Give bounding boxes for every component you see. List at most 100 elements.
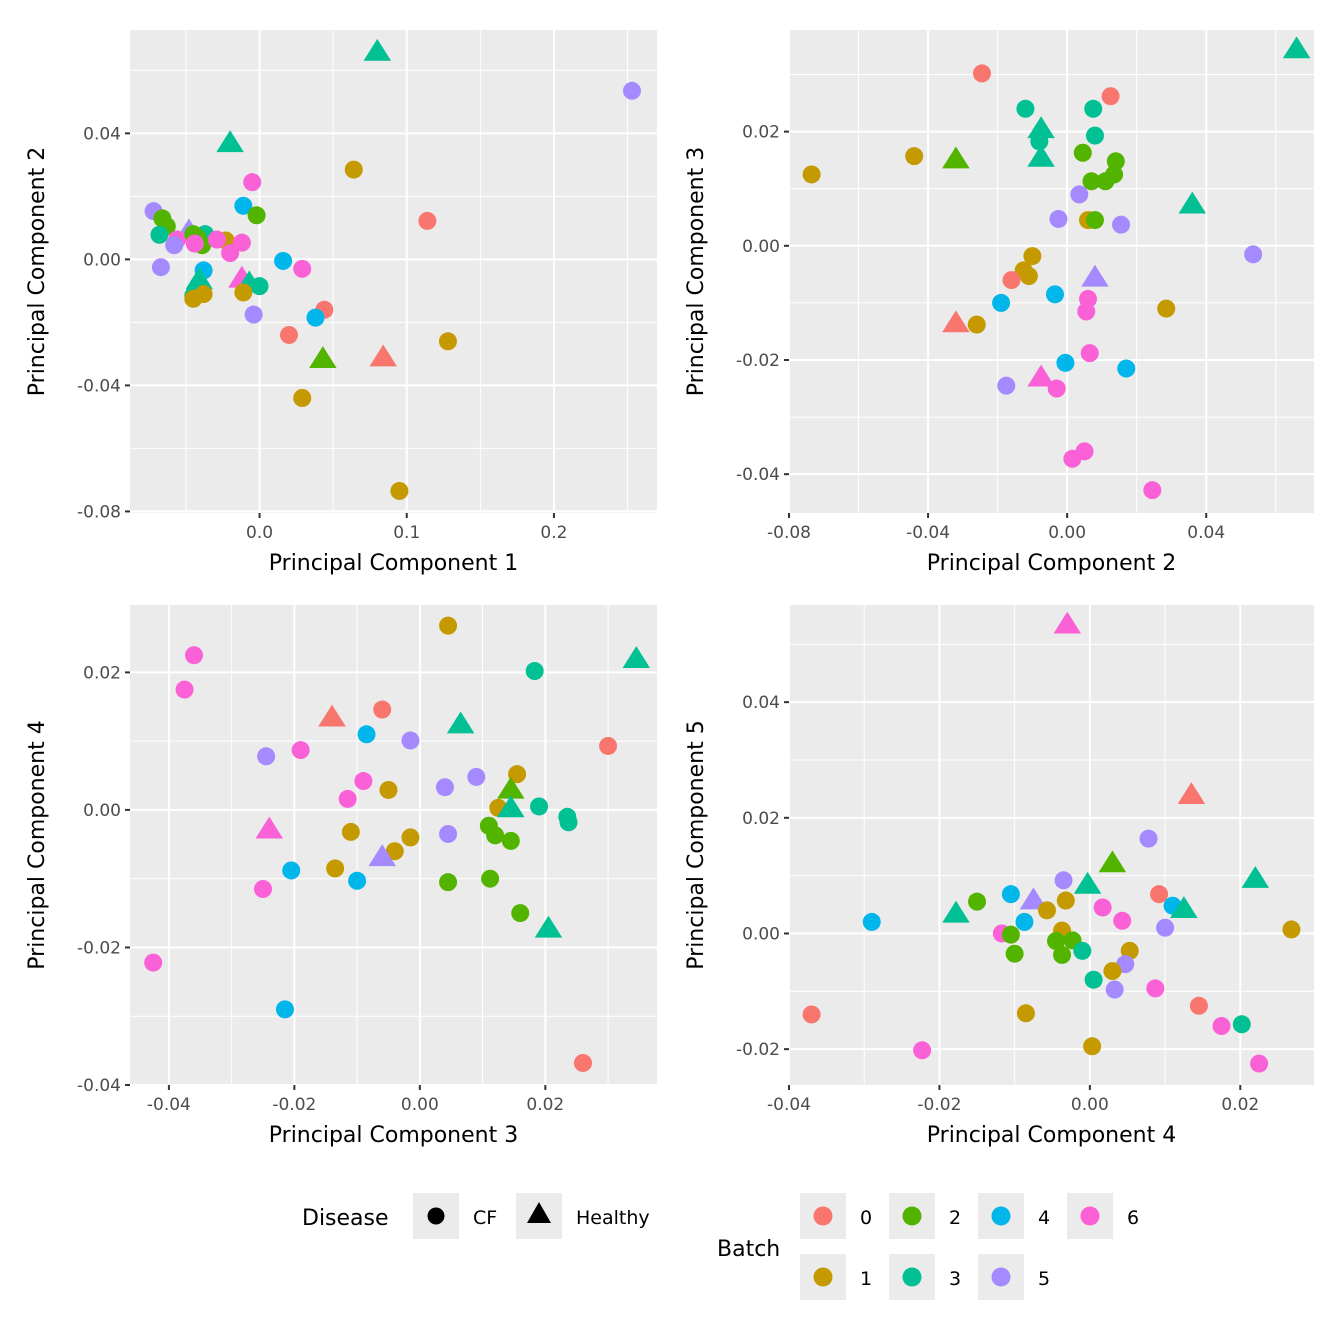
- legend-batch-2-label: 2: [949, 1207, 961, 1229]
- data-point-circle: [913, 1041, 932, 1060]
- data-point-circle: [184, 646, 203, 665]
- data-point-circle: [802, 1005, 821, 1024]
- data-point-circle: [1112, 215, 1131, 234]
- data-point-circle: [344, 160, 363, 179]
- data-point-circle: [418, 211, 437, 230]
- data-point-circle: [385, 842, 404, 861]
- x-tick-label: -0.04: [906, 523, 950, 543]
- legend-batch-6-label: 6: [1127, 1207, 1139, 1229]
- data-point-circle: [862, 912, 881, 931]
- data-point-circle: [1047, 379, 1066, 398]
- data-point-circle: [341, 822, 360, 841]
- data-point-circle: [967, 315, 986, 334]
- legend-disease-title: Disease: [302, 1206, 389, 1231]
- data-point-circle: [151, 258, 170, 277]
- data-point-circle: [291, 741, 310, 760]
- data-point-circle: [1054, 871, 1073, 890]
- x-tick-label: 0.0: [246, 523, 273, 543]
- data-point-circle: [282, 861, 301, 880]
- data-point-circle: [1250, 1054, 1269, 1073]
- data-point-circle: [599, 736, 618, 755]
- y-tick-label: 0.00: [742, 924, 780, 944]
- data-point-circle: [992, 293, 1011, 312]
- data-point-circle: [486, 826, 505, 845]
- data-point-triangle: [497, 776, 525, 799]
- data-point-circle: [1016, 99, 1035, 118]
- y-tick-label: -0.02: [736, 1040, 780, 1060]
- x-tick-label: 0.00: [401, 1095, 439, 1115]
- y-tick-label: -0.04: [77, 376, 121, 396]
- y-tick-label: 0.00: [83, 250, 121, 270]
- data-point-circle: [481, 869, 500, 888]
- data-point-circle: [997, 376, 1016, 395]
- data-point-circle: [243, 173, 262, 192]
- data-point-circle: [1070, 185, 1089, 204]
- data-point-circle: [1084, 970, 1103, 989]
- x-tick-label: 0.04: [1187, 523, 1225, 543]
- data-point-circle: [185, 234, 204, 253]
- panel-background: [789, 30, 1314, 513]
- x-axis-title: Principal Component 1: [269, 551, 518, 576]
- y-axis-title: Principal Component 5: [684, 720, 709, 969]
- panel-1: 0.0 0.1 0.2 -0.08 -0.04 0.00 0.04 Principal Com…: [25, 30, 657, 576]
- data-point-circle: [1143, 481, 1162, 500]
- data-point-circle: [257, 747, 276, 766]
- data-point-circle: [1001, 885, 1020, 904]
- data-point-circle: [250, 277, 269, 296]
- data-point-circle: [150, 225, 169, 244]
- data-point-triangle: [942, 900, 970, 923]
- y-tick-label: 0.00: [83, 801, 121, 821]
- legend-batch-0-circle-icon: [813, 1206, 833, 1226]
- x-tick-label: -0.04: [767, 1095, 811, 1115]
- data-point-circle: [1002, 271, 1021, 290]
- data-points: [144, 616, 651, 1072]
- data-points: [802, 36, 1311, 500]
- data-point-triangle: [1098, 850, 1127, 873]
- y-tick-label: -0.02: [736, 351, 780, 371]
- panel-3: -0.04 -0.02 0.00 0.02 -0.04 -0.02 0.00 0.02 Prin…: [25, 605, 657, 1148]
- legend-cf-circle-icon: [427, 1207, 445, 1225]
- x-tick-label: -0.02: [917, 1095, 961, 1115]
- data-point-triangle: [1282, 36, 1311, 59]
- data-point-triangle: [1027, 364, 1055, 387]
- data-point-circle: [439, 824, 458, 843]
- data-point-circle: [435, 778, 454, 797]
- data-point-circle: [622, 81, 641, 100]
- data-point-circle: [401, 731, 420, 750]
- data-point-triangle: [363, 38, 392, 61]
- data-point-circle: [1157, 299, 1176, 318]
- data-point-circle: [1105, 980, 1124, 999]
- x-tick-label: 0.00: [1071, 1095, 1109, 1115]
- data-point-circle: [390, 481, 409, 500]
- data-point-triangle: [446, 711, 475, 734]
- data-point-circle: [1085, 211, 1104, 230]
- data-point-triangle: [1177, 782, 1206, 805]
- x-tick-label: -0.04: [147, 1095, 191, 1115]
- data-point-circle: [508, 765, 527, 784]
- x-tick-label: 0.2: [540, 523, 567, 543]
- data-point-circle: [802, 165, 821, 184]
- y-tick-label: -0.02: [77, 938, 121, 958]
- data-point-circle: [1106, 152, 1125, 171]
- y-tick-label: -0.08: [77, 502, 121, 522]
- data-point-triangle: [1027, 116, 1055, 139]
- data-point-circle: [279, 325, 298, 344]
- data-point-circle: [573, 1053, 592, 1072]
- data-point-circle: [165, 236, 184, 255]
- x-tick-label: 0.02: [526, 1095, 564, 1115]
- data-point-circle: [1101, 87, 1120, 106]
- data-point-circle: [1023, 247, 1042, 266]
- data-point-circle: [1085, 126, 1104, 145]
- data-point-circle: [1019, 267, 1038, 286]
- data-point-circle: [1083, 1037, 1102, 1056]
- data-point-triangle: [368, 844, 396, 867]
- legend-batch-4-circle-icon: [991, 1206, 1011, 1226]
- data-point-triangle: [497, 795, 525, 818]
- data-point-triangle: [1027, 144, 1055, 167]
- data-point-circle: [293, 389, 312, 407]
- legend-batch-4-label: 4: [1038, 1207, 1050, 1229]
- data-point-circle: [326, 859, 345, 878]
- data-point-circle: [338, 789, 357, 808]
- data-point-circle: [1016, 1004, 1035, 1023]
